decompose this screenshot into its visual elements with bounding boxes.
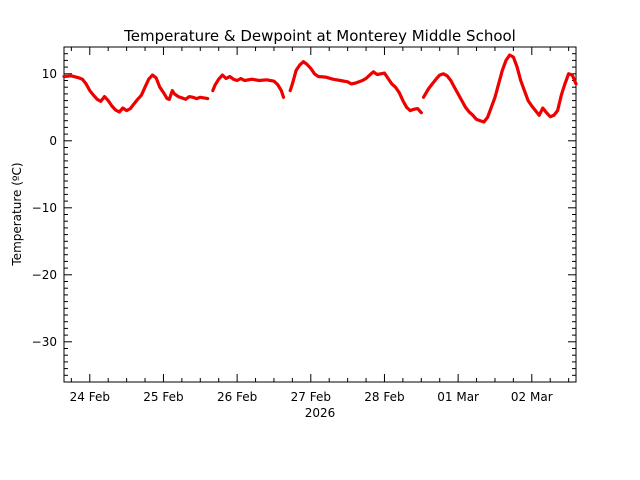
y-tick-label: −10 [32, 201, 57, 215]
axes-group: −30 −20 −10 0 10 24 Feb 25 Feb 26 Feb 27 Feb 28 F… [32, 46, 577, 404]
x-tick-label: 02 Mar [511, 390, 553, 404]
y-tick-label: −20 [32, 268, 57, 282]
chart-title: Temperature & Dewpoint at Monterey Middl… [123, 27, 516, 45]
x-tick-label: 01 Mar [437, 390, 479, 404]
x-tick-label: 26 Feb [217, 390, 257, 404]
x-tick-label: 27 Feb [291, 390, 331, 404]
temperature-series-line [288, 60, 423, 115]
x-tick-label: 28 Feb [364, 390, 404, 404]
y-tick-label: −30 [32, 335, 57, 349]
x-tick-label: 25 Feb [143, 390, 183, 404]
y-axis-label: Temperature (ºC) [10, 162, 24, 266]
plot-area [62, 53, 578, 124]
x-tick-label: 24 Feb [70, 390, 110, 404]
temperature-series-line [211, 73, 286, 99]
y-tick-label: 0 [49, 134, 57, 148]
x-axis-year-label: 2026 [305, 406, 336, 420]
temperature-series-line [62, 73, 210, 114]
temperature-series-line [421, 53, 578, 124]
y-tick-label: 10 [42, 67, 57, 81]
